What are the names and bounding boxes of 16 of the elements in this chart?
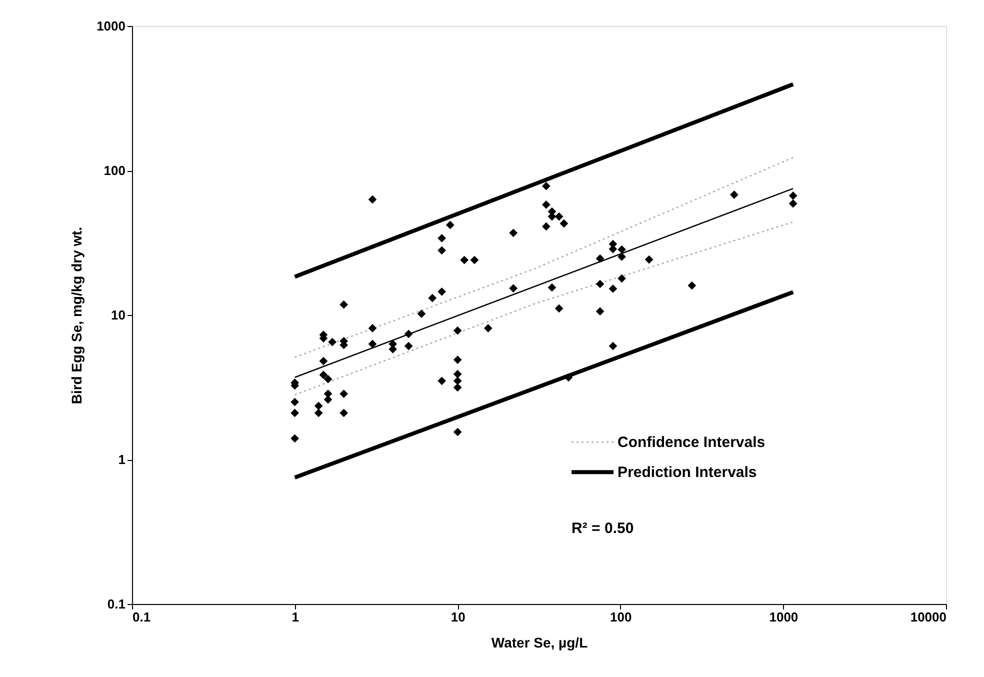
y-tick-label: 1 — [118, 452, 126, 467]
x-axis-title: Water Se, µg/L — [491, 634, 588, 650]
x-tick-label: 1000 — [769, 610, 798, 624]
x-tick-label: 10 — [450, 610, 466, 624]
x-tick-label: 1 — [292, 610, 299, 624]
y-tick-label: 0.1 — [107, 596, 126, 612]
x-tick-label: 0.1 — [132, 610, 151, 624]
annotation: R² = 0.50 — [572, 520, 634, 538]
legend-label: Confidence Intervals — [618, 434, 766, 452]
y-tick-label: 100 — [104, 163, 126, 178]
y-tick-label: 10 — [111, 308, 126, 322]
y-axis-title: Bird Egg Se, mg/kg dry wt. — [68, 226, 85, 404]
y-tick-label: 1000 — [96, 18, 126, 34]
x-tick-label: 10000 — [910, 610, 946, 624]
legend-label: Prediction Intervals — [618, 464, 757, 482]
x-tick-label: 100 — [610, 610, 632, 624]
